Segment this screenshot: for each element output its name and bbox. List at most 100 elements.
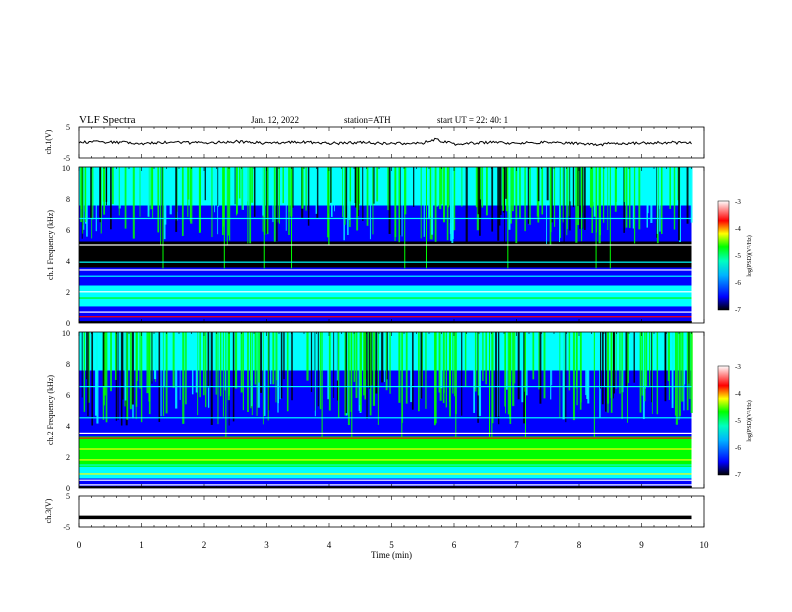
time-tick-6: 6 [452, 540, 457, 550]
spectrogram-streak [445, 332, 447, 408]
spectrogram-streak [539, 332, 542, 404]
spectrogram-band [79, 193, 692, 196]
spectrogram-band [79, 243, 692, 246]
spectrogram-streak [550, 167, 553, 223]
spectrogram-streak [224, 332, 226, 391]
spectrogram-streak [315, 167, 318, 214]
spectrogram-floor [79, 321, 692, 323]
spectrogram-streak [110, 167, 112, 230]
spectrogram-streak [124, 167, 127, 229]
spectrogram-band [79, 352, 692, 355]
spectrogram-streak [197, 332, 199, 416]
spectrogram-streak [413, 167, 415, 207]
spectrogram-streak [568, 332, 571, 391]
spectrogram-line [79, 484, 692, 486]
spectrogram-band [79, 428, 692, 431]
spectrogram-streak [524, 167, 526, 232]
spectrogram-band [79, 223, 692, 226]
spectrogram-streak [478, 332, 482, 417]
ch1-spectrogram-image [79, 167, 693, 323]
spectrogram-band [79, 370, 692, 373]
spectrogram-band [79, 478, 692, 481]
spectrogram-band [79, 464, 692, 467]
spectrogram-streak [260, 332, 263, 393]
ch1-spectrogram-panel: 0 2 4 6 8 10 ch.1 Frequency (kHz) [46, 164, 705, 328]
spectrogram-streak [187, 167, 189, 217]
spectrogram-streak [103, 332, 106, 396]
ch2-spectrogram-image [79, 332, 693, 488]
spectrogram-streak [613, 332, 616, 394]
spectrogram-streak [146, 332, 149, 394]
spectrogram-streak [277, 167, 279, 223]
spectrogram-streak [369, 332, 372, 416]
spectrogram-streak [150, 167, 153, 210]
spectrogram-streak [148, 332, 151, 402]
spectrogram-streak [262, 167, 265, 216]
spectrogram-streak [350, 332, 352, 412]
spectrogram-streak [579, 167, 581, 229]
spectrogram-streak [526, 332, 528, 396]
spectrogram-streak [659, 167, 661, 209]
spectrogram-streak [388, 167, 391, 234]
spectrogram-sferic [425, 167, 427, 269]
time-tick-7: 7 [514, 540, 519, 550]
spectrogram-streak [205, 332, 207, 408]
spectrogram-streak [446, 167, 449, 241]
spectrogram-streak [648, 332, 651, 386]
ch2-spectrogram-ticks [78, 332, 705, 488]
spectrogram-band [79, 450, 692, 453]
spectrogram-streak [502, 167, 505, 211]
spectrogram-streak [555, 167, 558, 202]
spectrogram-band [79, 362, 692, 365]
spectrogram-streak [386, 332, 388, 380]
spectrogram-line [79, 244, 692, 246]
spectrogram-streak [251, 332, 253, 416]
spectrogram-band [79, 195, 692, 198]
spectrogram-streak [667, 332, 670, 381]
spectrogram-band [79, 408, 692, 411]
spectrogram-band [79, 313, 692, 316]
spectrogram-band [79, 255, 692, 258]
spectrogram-streak [291, 332, 293, 401]
spectrogram-streak [543, 332, 546, 399]
spectrogram-streak [172, 332, 175, 388]
spectrogram-streak [117, 332, 119, 420]
spectrogram-line [79, 386, 692, 388]
ch2-freq-tick-0: 0 [66, 484, 70, 493]
spectrogram-streak [601, 332, 604, 405]
spectrogram-line [79, 448, 692, 450]
spectrogram-streak [368, 332, 371, 389]
spectrogram-streak [163, 332, 165, 387]
spectrogram-streak [607, 332, 609, 413]
spectrogram-streak [404, 167, 407, 215]
spectrogram-line [79, 217, 692, 220]
time-tick-1: 1 [139, 540, 144, 550]
spectrogram-line [79, 432, 692, 434]
spectrogram-streak [431, 167, 434, 235]
ch3-ytick-bottom: -5 [63, 523, 70, 532]
spectrogram-streak [394, 167, 397, 238]
spectrogram-band [79, 460, 692, 463]
spectrogram-streak [272, 332, 275, 385]
spectrogram-streak [273, 167, 276, 242]
spectrogram-band [79, 414, 692, 417]
spectrogram-band [79, 372, 692, 375]
spectrogram-band [79, 452, 692, 455]
spectrogram-streak [575, 167, 578, 243]
spectrogram-band [79, 253, 692, 256]
spectrogram-band [79, 211, 692, 214]
spectrogram-streak [364, 332, 366, 400]
spectrogram-band [79, 364, 692, 367]
spectrogram-streak [369, 167, 371, 240]
spectrogram-band [79, 309, 692, 312]
spectrogram-streak [678, 167, 680, 241]
spectrogram-streak [344, 167, 346, 225]
spectrogram-band [79, 348, 692, 351]
spectrogram-streak [521, 332, 524, 403]
spectrogram-streak [686, 167, 689, 224]
spectrogram-line [79, 286, 692, 288]
spectrogram-streak [253, 167, 256, 217]
spectrogram-floor [79, 486, 692, 488]
spectrogram-streak [163, 167, 166, 240]
spectrogram-streak [669, 167, 671, 209]
